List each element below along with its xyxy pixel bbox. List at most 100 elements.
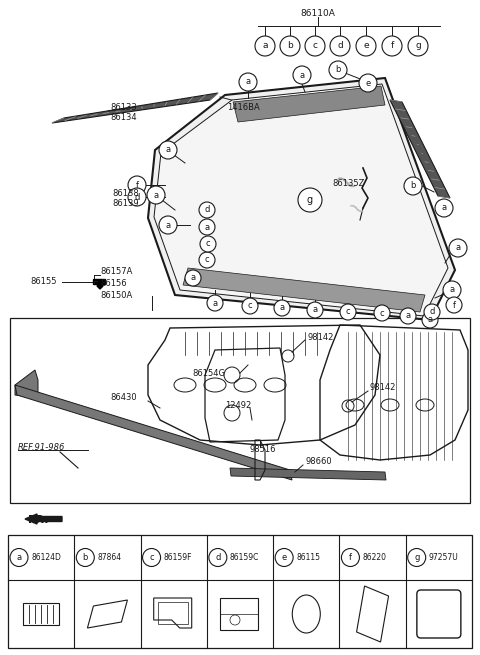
Polygon shape <box>97 283 103 289</box>
Text: c: c <box>380 309 384 318</box>
Circle shape <box>408 36 428 56</box>
Circle shape <box>307 302 323 318</box>
Text: 86135Z: 86135Z <box>333 179 365 187</box>
Text: e: e <box>365 79 371 88</box>
Text: ~: ~ <box>327 166 363 204</box>
Circle shape <box>128 176 146 194</box>
Text: f: f <box>135 181 139 189</box>
Circle shape <box>128 188 146 206</box>
Circle shape <box>340 304 356 320</box>
Text: d: d <box>134 193 140 202</box>
Polygon shape <box>52 93 218 123</box>
Text: d: d <box>429 307 435 316</box>
Text: g: g <box>415 41 421 50</box>
Bar <box>8 535 472 648</box>
Circle shape <box>10 548 28 567</box>
Text: 98142: 98142 <box>308 333 335 341</box>
Text: 86115: 86115 <box>296 553 320 562</box>
Text: a: a <box>262 41 268 50</box>
Text: a: a <box>154 191 158 200</box>
Text: a: a <box>213 299 217 307</box>
Circle shape <box>382 36 402 56</box>
Text: a: a <box>300 71 305 79</box>
Text: c: c <box>312 41 317 50</box>
Text: a: a <box>204 223 210 231</box>
Text: a: a <box>279 303 285 312</box>
Circle shape <box>242 298 258 314</box>
Text: f: f <box>349 553 352 562</box>
Circle shape <box>143 548 161 567</box>
Circle shape <box>239 73 257 91</box>
Bar <box>10 318 470 503</box>
Text: 86159C: 86159C <box>230 553 259 562</box>
Circle shape <box>280 36 300 56</box>
Circle shape <box>356 36 376 56</box>
Text: a: a <box>191 274 195 282</box>
Circle shape <box>199 219 215 235</box>
Circle shape <box>274 300 290 316</box>
Polygon shape <box>154 84 448 316</box>
Text: 86133: 86133 <box>110 103 137 113</box>
Text: 86155: 86155 <box>30 278 57 286</box>
Text: d: d <box>337 41 343 50</box>
Text: a: a <box>406 312 410 320</box>
Text: FR.: FR. <box>28 515 48 525</box>
Text: ~: ~ <box>342 196 368 223</box>
Circle shape <box>185 270 201 286</box>
Text: 98660: 98660 <box>305 457 332 466</box>
Circle shape <box>305 36 325 56</box>
Text: e: e <box>363 41 369 50</box>
Text: 86156: 86156 <box>100 280 127 288</box>
Text: b: b <box>287 41 293 50</box>
Text: f: f <box>390 41 394 50</box>
Polygon shape <box>233 86 385 122</box>
Text: c: c <box>346 307 350 316</box>
Circle shape <box>293 66 311 84</box>
Text: e: e <box>281 553 287 562</box>
Circle shape <box>275 548 293 567</box>
Text: 86138: 86138 <box>112 189 139 198</box>
Polygon shape <box>15 370 38 398</box>
Text: c: c <box>248 301 252 310</box>
Text: g: g <box>307 195 313 205</box>
Circle shape <box>408 548 426 567</box>
Polygon shape <box>183 268 425 312</box>
Text: 86139: 86139 <box>112 198 139 208</box>
Text: c: c <box>149 553 154 562</box>
Text: b: b <box>83 553 88 562</box>
Text: a: a <box>312 305 318 314</box>
Text: 86134: 86134 <box>110 113 137 121</box>
Circle shape <box>446 297 462 313</box>
Text: b: b <box>410 181 416 191</box>
Text: 86124D: 86124D <box>31 553 61 562</box>
Text: c: c <box>204 255 209 265</box>
Text: 86159F: 86159F <box>164 553 192 562</box>
Circle shape <box>76 548 94 567</box>
Text: 12492: 12492 <box>225 400 251 409</box>
Circle shape <box>147 186 165 204</box>
Text: 86430: 86430 <box>110 394 137 403</box>
Text: a: a <box>166 145 170 155</box>
Text: 1416BA: 1416BA <box>227 103 260 113</box>
Circle shape <box>207 295 223 311</box>
Text: d: d <box>215 553 220 562</box>
Bar <box>93 279 105 284</box>
Circle shape <box>424 304 440 320</box>
Text: a: a <box>427 316 432 324</box>
Text: 86157A: 86157A <box>100 267 132 276</box>
Circle shape <box>159 141 177 159</box>
Circle shape <box>374 305 390 321</box>
Text: 98142: 98142 <box>370 383 396 392</box>
Circle shape <box>199 252 215 268</box>
Circle shape <box>255 36 275 56</box>
Text: 86110A: 86110A <box>300 10 336 18</box>
Circle shape <box>330 36 350 56</box>
Text: a: a <box>449 286 455 295</box>
Text: a: a <box>245 77 251 86</box>
Text: d: d <box>204 206 210 214</box>
Text: a: a <box>16 553 22 562</box>
Text: a: a <box>456 244 461 252</box>
Text: 86154G: 86154G <box>192 369 225 377</box>
Circle shape <box>400 308 416 324</box>
Text: 97257U: 97257U <box>429 553 458 562</box>
